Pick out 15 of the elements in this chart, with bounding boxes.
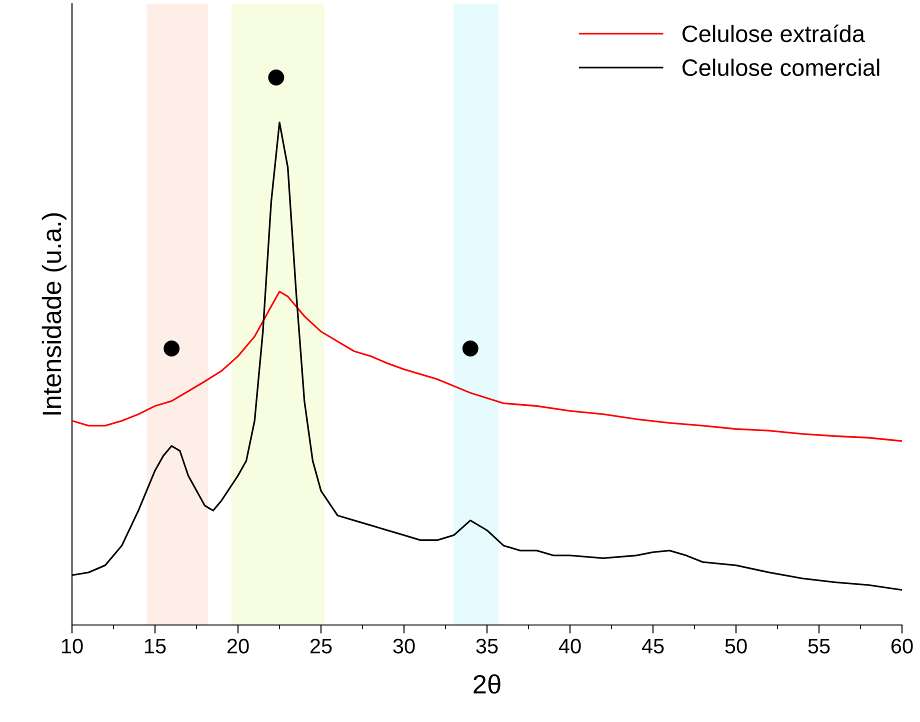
x-tick-label: 40 xyxy=(558,638,581,654)
legend-label: Celulose extraída xyxy=(682,24,866,42)
x-tick-label: 15 xyxy=(145,638,166,654)
legend-label: Celulose comercial xyxy=(682,58,880,76)
x-tick-label: 25 xyxy=(310,638,332,654)
x-tick-label: 45 xyxy=(642,638,664,654)
x-tick-label: 10 xyxy=(62,638,83,654)
x-tick-label: 55 xyxy=(808,638,830,654)
x-tick-label: 60 xyxy=(891,638,913,654)
y-axis-title: Intensidade (u.a.) xyxy=(42,213,66,415)
x-tick-label: 35 xyxy=(476,638,498,654)
x-axis-title: 2θ xyxy=(474,674,500,694)
x-tick-label: 20 xyxy=(227,638,249,654)
x-tick-label: 30 xyxy=(393,638,415,654)
x-tick-label: 50 xyxy=(725,638,747,654)
